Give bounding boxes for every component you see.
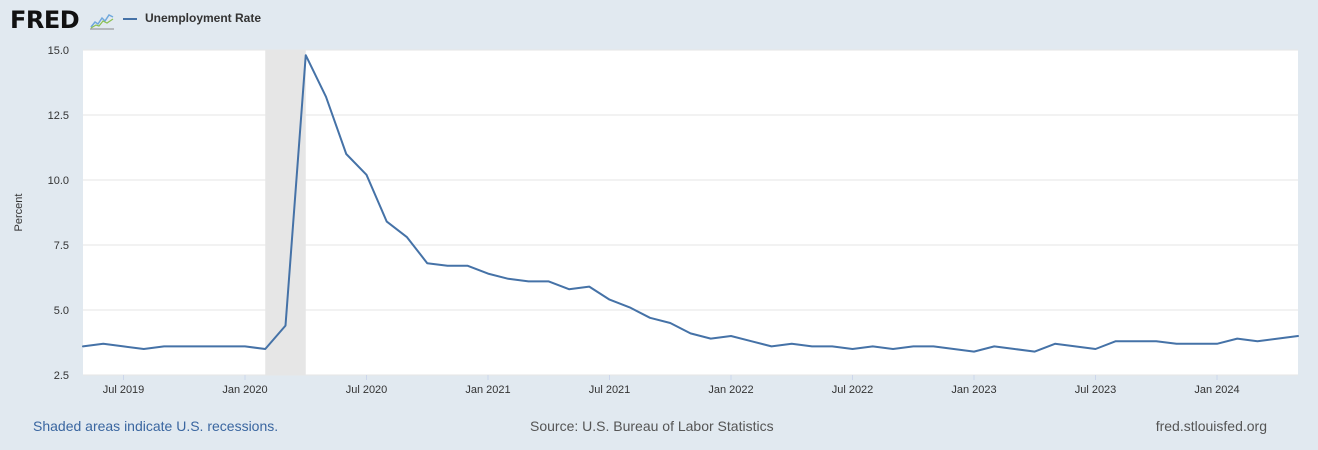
fred-logo[interactable]: FRED [10,6,80,34]
data-point[interactable] [80,343,86,349]
data-point[interactable] [262,346,268,352]
recessions-note-link[interactable]: Shaded areas indicate U.S. recessions. [33,418,279,434]
data-point[interactable] [222,343,228,349]
data-point[interactable] [1295,333,1301,339]
data-point[interactable] [769,343,775,349]
x-tick-label: Jan 2020 [222,384,267,396]
data-point[interactable] [951,346,957,352]
x-tick-label: Jul 2021 [589,384,631,396]
data-point[interactable] [607,297,613,303]
data-point[interactable] [931,343,937,349]
data-point[interactable] [1275,336,1281,342]
data-point[interactable] [343,151,349,157]
data-point[interactable] [1012,346,1018,352]
source-text: Source: U.S. Bureau of Labor Statistics [530,418,774,434]
y-axis-label: Percent [13,194,25,232]
x-tick-label: Jul 2019 [103,384,145,396]
data-point[interactable] [404,234,410,240]
x-tick-label: Jul 2022 [832,384,874,396]
data-point[interactable] [566,286,572,292]
data-point[interactable] [465,263,471,269]
series-line-unemployment-rate[interactable] [82,54,1299,353]
data-point[interactable] [1113,338,1119,344]
data-point[interactable] [1052,341,1058,347]
data-point[interactable] [627,304,633,310]
data-point[interactable] [728,333,734,339]
data-point[interactable] [708,336,714,342]
x-tick-label: Jan 2024 [1194,384,1239,396]
data-point[interactable] [181,343,187,349]
legend-swatch [123,18,137,20]
data-point[interactable] [1194,341,1200,347]
data-point[interactable] [789,341,795,347]
data-point[interactable] [323,94,329,100]
data-point[interactable] [546,278,552,284]
data-point[interactable] [809,343,815,349]
data-point[interactable] [1032,349,1038,355]
data-point[interactable] [688,330,694,336]
legend-label: Unemployment Rate [145,11,262,25]
data-point[interactable] [283,323,289,329]
x-tick-label: Jan 2021 [465,384,510,396]
data-point[interactable] [100,341,106,347]
data-point[interactable] [1133,338,1139,344]
data-point[interactable] [870,343,876,349]
site-link[interactable]: fred.stlouisfed.org [1155,418,1267,434]
data-point[interactable] [971,349,977,355]
data-point[interactable] [586,284,592,290]
fred-graph-icon [89,10,115,30]
data-point[interactable] [1093,346,1099,352]
data-point[interactable] [364,172,370,178]
data-point[interactable] [647,315,653,321]
x-axis-ticks: Jul 2019 Jan 2020 Jul 2020 Jan 2021 Jul 2021… [103,375,1240,396]
data-point[interactable] [910,343,916,349]
y-tick-label: 5.0 [54,305,69,317]
data-point[interactable] [121,343,127,349]
x-tick-label: Jul 2020 [346,384,388,396]
x-tick-label: Jan 2022 [708,384,753,396]
data-point[interactable] [1174,341,1180,347]
y-tick-label: 12.5 [48,110,69,122]
data-point[interactable] [384,219,390,225]
data-point[interactable] [242,343,248,349]
data-point[interactable] [202,343,208,349]
x-tick-label: Jan 2023 [951,384,996,396]
data-point[interactable] [141,346,147,352]
data-point[interactable] [1234,336,1240,342]
y-tick-label: 7.5 [54,240,69,252]
data-point[interactable] [161,343,167,349]
data-point[interactable] [1214,341,1220,347]
y-tick-label: 2.5 [54,370,69,382]
data-point[interactable] [505,276,511,282]
x-tick-label: Jul 2023 [1075,384,1117,396]
data-point[interactable] [445,263,451,269]
y-tick-label: 15.0 [48,45,69,57]
y-tick-label: 10.0 [48,175,69,187]
y-axis-ticks: 2.5 5.0 7.5 10.0 12.5 15.0 [48,45,69,382]
data-point[interactable] [1153,338,1159,344]
header: FRED Unemployment Rate [0,0,1318,40]
data-point[interactable] [526,278,532,284]
data-point[interactable] [748,338,754,344]
data-point[interactable] [850,346,856,352]
data-point[interactable] [485,271,491,277]
data-point[interactable] [829,343,835,349]
data-point[interactable] [890,346,896,352]
data-point[interactable] [424,260,430,266]
data-point[interactable] [991,343,997,349]
data-point[interactable] [667,320,673,326]
data-point[interactable] [1072,343,1078,349]
data-point[interactable] [303,52,309,58]
series-layer [80,52,1301,355]
data-point[interactable] [1255,338,1261,344]
